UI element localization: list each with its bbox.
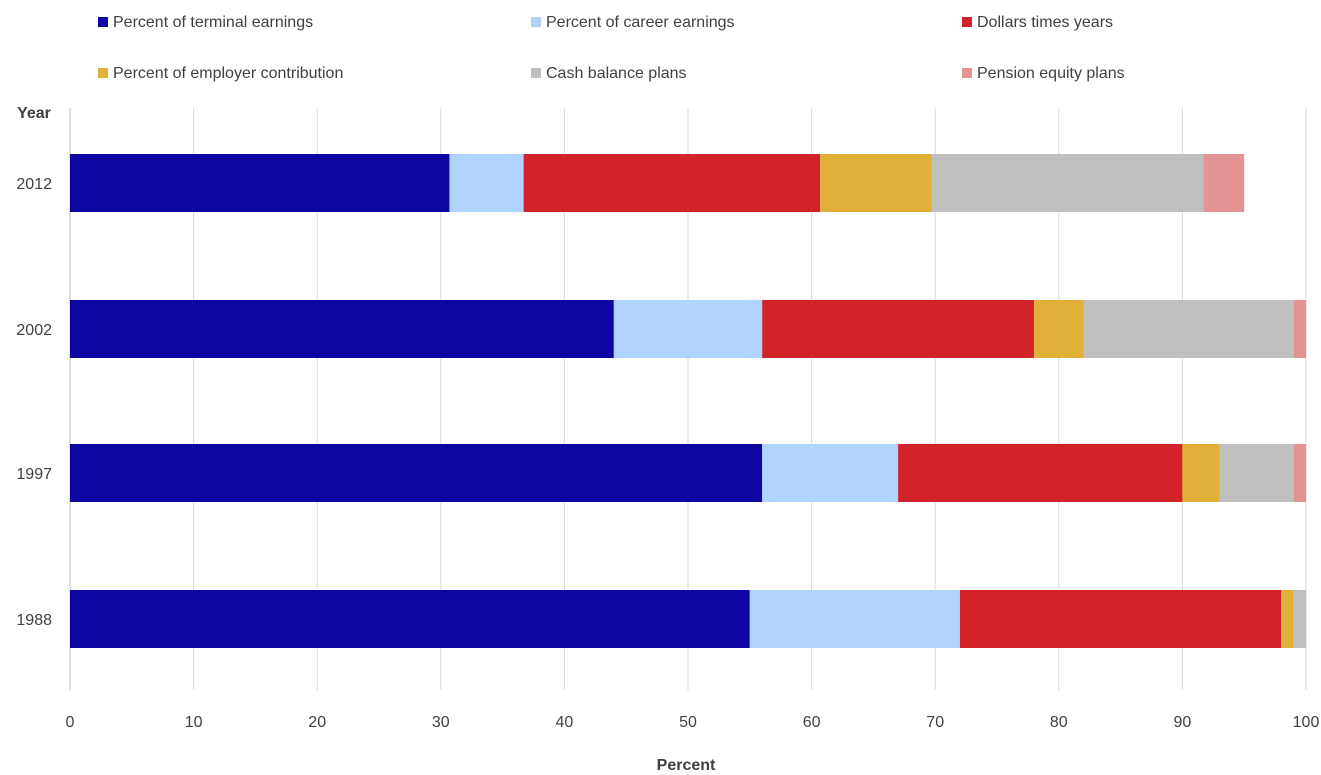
legend-swatch	[962, 17, 972, 27]
x-tick-label: 100	[1293, 714, 1320, 731]
legend-swatch	[962, 68, 972, 78]
bar-segment	[820, 154, 932, 212]
bar-segment	[613, 300, 763, 358]
bar-segment	[449, 154, 524, 212]
bar-segment	[959, 590, 1282, 648]
y-tick-label: 2002	[16, 322, 52, 339]
bar-segment	[1293, 590, 1306, 648]
bar-segment	[1219, 444, 1294, 502]
x-tick-label: 90	[1174, 714, 1192, 731]
x-tick-label: 40	[556, 714, 574, 731]
x-tick-label: 30	[432, 714, 450, 731]
legend-label: Cash balance plans	[546, 65, 687, 82]
x-tick-label: 50	[679, 714, 697, 731]
legend-label: Percent of terminal earnings	[113, 14, 313, 31]
bar-segment	[70, 590, 750, 648]
legend-swatch	[531, 68, 541, 78]
bar-segment	[1293, 300, 1306, 358]
x-tick-label: 0	[66, 714, 75, 731]
legend-swatch	[531, 17, 541, 27]
x-tick-label: 70	[926, 714, 944, 731]
legend-label: Pension equity plans	[977, 65, 1125, 82]
bar-segment	[1034, 300, 1084, 358]
legend-label: Dollars times years	[977, 14, 1113, 31]
y-axis-ticks: 2012 2002 1997 1988	[16, 176, 52, 629]
x-tick-label: 80	[1050, 714, 1068, 731]
legend-swatch	[98, 68, 108, 78]
x-axis-ticks: 0 10 20 30 40 50 60 70 80 90 100	[66, 714, 1320, 731]
bar-segment	[1182, 444, 1220, 502]
bar-segment	[1203, 154, 1245, 212]
bar-segment	[898, 444, 1183, 502]
bar-segment	[762, 444, 899, 502]
legend: Percent of terminal earnings Percent of c…	[98, 14, 1125, 82]
y-tick-label: 2012	[16, 176, 52, 193]
legend-swatch	[98, 17, 108, 27]
x-tick-label: 60	[803, 714, 821, 731]
bar-segment	[762, 300, 1035, 358]
bar-segment	[70, 444, 763, 502]
x-tick-label: 10	[185, 714, 203, 731]
legend-label: Percent of employer contribution	[113, 65, 343, 82]
bar-segment	[70, 154, 450, 212]
bar-segment	[1083, 300, 1294, 358]
bar-segment	[523, 154, 821, 212]
bar-segment	[1293, 444, 1306, 502]
y-tick-label: 1997	[16, 466, 52, 483]
y-tick-label: 1988	[16, 612, 52, 629]
bar-segment	[931, 154, 1204, 212]
legend-label: Percent of career earnings	[546, 14, 735, 31]
bar-segment	[749, 590, 960, 648]
x-axis-title: Percent	[657, 757, 716, 774]
bar-segment	[1281, 590, 1294, 648]
bar-segment	[70, 300, 614, 358]
bars	[70, 154, 1306, 648]
y-axis-title: Year	[17, 105, 51, 122]
x-tick-label: 20	[308, 714, 326, 731]
